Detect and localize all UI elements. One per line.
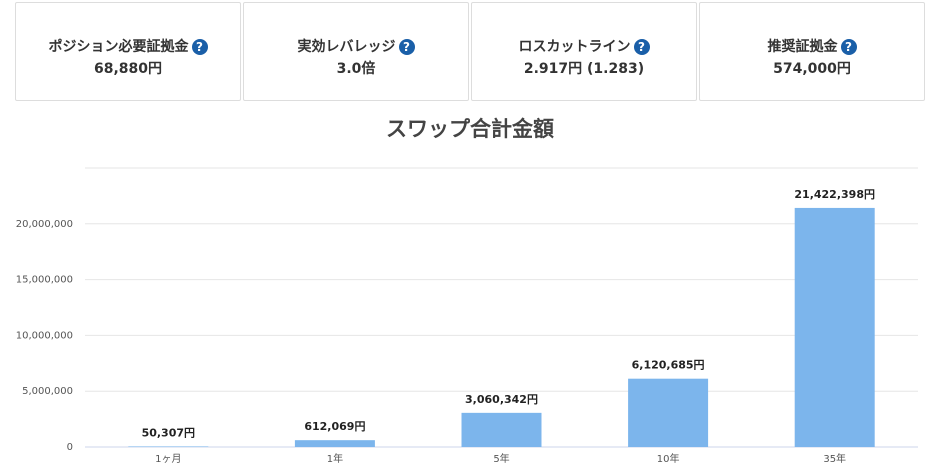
card-value: 68,880円 (93, 61, 163, 77)
card-label: 実効レバレッジ (297, 39, 396, 55)
x-tick-label: 1年 (327, 452, 343, 465)
info-card: ロスカットライン? 2.917円 (1.283) (471, 2, 697, 101)
bar (294, 440, 375, 447)
y-tick-label: 20,000,000 (16, 219, 73, 230)
card-label: ポジション必要証拠金 (48, 39, 189, 55)
info-card: 実効レバレッジ? 3.0倍 (243, 2, 469, 101)
x-tick-label: 5年 (493, 452, 509, 465)
card-label-row: 実効レバレッジ? (244, 36, 468, 56)
chart-title: スワップ合計金額 (386, 117, 554, 141)
card-value: 574,000円 (773, 61, 851, 77)
help-icon[interactable]: ? (840, 39, 857, 55)
data-label: 3,060,342円 (465, 393, 538, 406)
card-label-row: 推奨証拠金? (700, 36, 924, 56)
bar (128, 446, 209, 447)
help-icon[interactable]: ? (633, 39, 650, 55)
data-label: 21,422,398円 (794, 188, 875, 201)
x-tick-label: 10年 (657, 452, 680, 465)
y-tick-label: 15,000,000 (16, 275, 73, 286)
x-tick-label: 1ヶ月 (155, 453, 181, 465)
card-label-row: ポジション必要証拠金? (16, 36, 240, 56)
y-tick-label: 5,000,000 (22, 386, 73, 397)
bar (794, 207, 875, 447)
info-card: 推奨証拠金? 574,000円 (699, 2, 925, 101)
data-label: 6,120,685円 (632, 359, 705, 372)
cards: ポジション必要証拠金? 68,880円 実効レバレッジ? 3.0倍 ロスカットライン? 2… (15, 2, 927, 101)
data-label: 50,307円 (142, 426, 195, 439)
chart: スワップ合計金額 0 5,000,000 10,000,000 15,000,000 2… (16, 117, 918, 465)
card-label: ロスカットライン (518, 39, 631, 55)
info-card: ポジション必要証拠金? 68,880円 (15, 2, 241, 101)
card-value: 2.917円 (1.283) (523, 61, 645, 77)
y-tick-label: 0 (67, 442, 73, 453)
help-icon[interactable]: ? (398, 39, 415, 55)
x-tick-label: 35年 (823, 452, 846, 465)
bar (461, 412, 542, 447)
bar (628, 378, 709, 447)
card-label: 推奨証拠金 (767, 39, 838, 55)
card-value: 3.0倍 (336, 61, 376, 77)
y-tick-label: 10,000,000 (16, 330, 73, 341)
card-label-row: ロスカットライン? (472, 36, 696, 56)
data-label: 612,069円 (304, 420, 365, 433)
help-icon[interactable]: ? (191, 39, 208, 55)
